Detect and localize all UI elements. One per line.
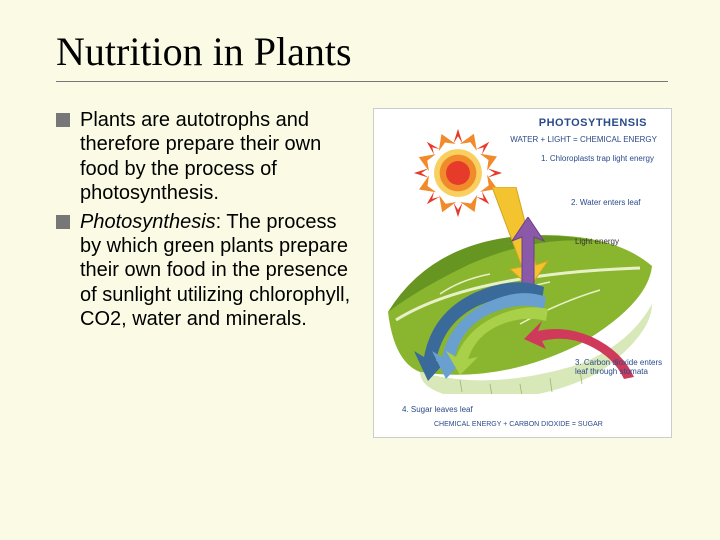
title-underline [56, 81, 668, 82]
content-row: Plants are autotrophs and therefore prep… [56, 108, 672, 438]
diagram-equation: CHEMICAL ENERGY + CARBON DIOXIDE = SUGAR [434, 421, 603, 429]
slide-title: Nutrition in Plants [56, 28, 672, 75]
diagram-step-4: 4. Sugar leaves leaf [402, 406, 473, 415]
bullet-list: Plants are autotrophs and therefore prep… [56, 108, 355, 438]
diagram-step-2: 2. Water enters leaf [571, 199, 661, 208]
list-item: Photosynthesis: The process by which gre… [56, 210, 355, 332]
bullet-text: Plants are autotrophs and therefore prep… [80, 108, 355, 206]
bullet-marker-icon [56, 113, 70, 127]
diagram-step-1: 1. Chloroplasts trap light energy [541, 155, 661, 164]
photosynthesis-diagram: PHOTOSYTHENSIS WATER + LIGHT = CHEMICAL … [373, 108, 672, 438]
bullet-text: Photosynthesis: The process by which gre… [80, 210, 355, 332]
diagram-step-3: 3. Carbon dioxide enters leaf through st… [575, 359, 665, 377]
bullet-marker-icon [56, 215, 70, 229]
light-energy-label: Light energy [575, 237, 619, 246]
slide: Nutrition in Plants Plants are autotroph… [0, 0, 720, 540]
list-item: Plants are autotrophs and therefore prep… [56, 108, 355, 206]
diagram-subtitle: WATER + LIGHT = CHEMICAL ENERGY [510, 135, 657, 144]
carbon-arrow-icon [524, 321, 644, 391]
diagram-title: PHOTOSYTHENSIS [539, 117, 647, 129]
